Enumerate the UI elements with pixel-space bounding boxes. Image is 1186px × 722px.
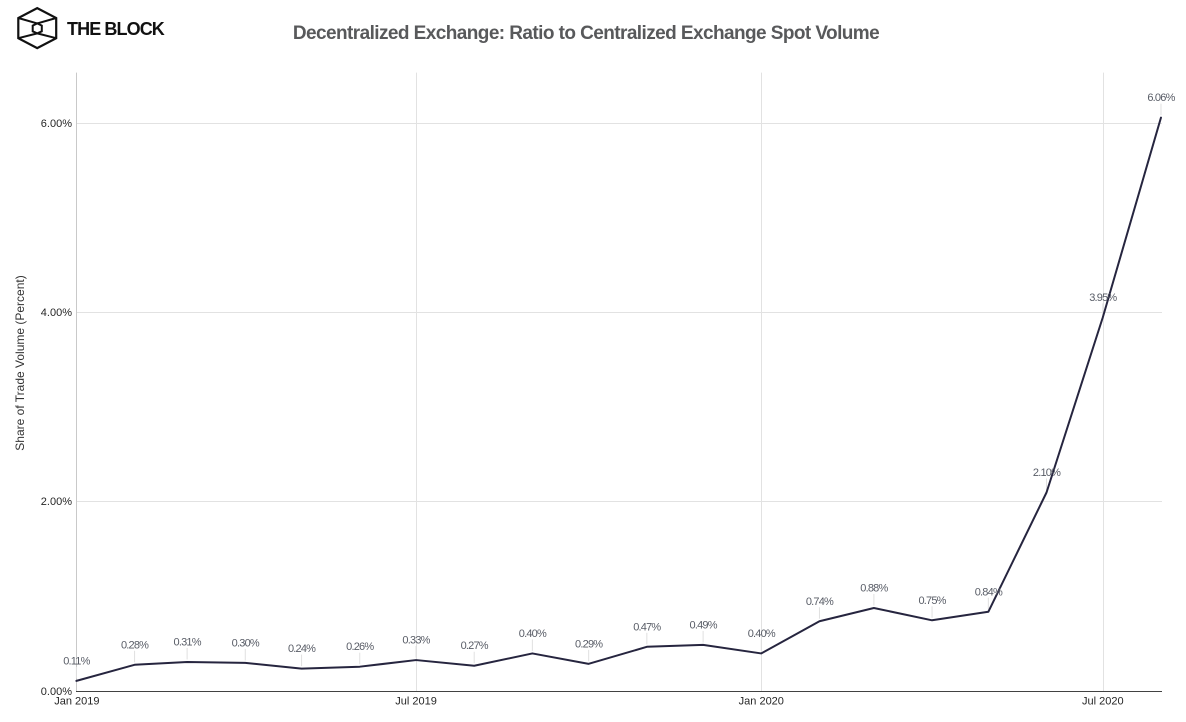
svg-text:0.75%: 0.75% xyxy=(918,595,946,607)
svg-text:Jul 2019: Jul 2019 xyxy=(395,696,437,708)
svg-text:0.28%: 0.28% xyxy=(121,639,149,651)
svg-text:2.00%: 2.00% xyxy=(41,496,72,508)
svg-text:Jul 2020: Jul 2020 xyxy=(1082,696,1124,708)
svg-text:0.31%: 0.31% xyxy=(174,636,202,648)
svg-text:0.40%: 0.40% xyxy=(519,628,547,640)
svg-text:0.00%: 0.00% xyxy=(41,686,72,698)
svg-text:0.27%: 0.27% xyxy=(461,640,489,652)
svg-text:0.11%: 0.11% xyxy=(63,655,90,667)
svg-text:Share of Trade Volume (Percent: Share of Trade Volume (Percent) xyxy=(13,275,27,450)
svg-text:0.49%: 0.49% xyxy=(690,619,718,631)
svg-text:2.10%: 2.10% xyxy=(1033,467,1061,479)
svg-text:0.24%: 0.24% xyxy=(288,643,316,655)
svg-text:6.06%: 6.06% xyxy=(1147,92,1175,104)
svg-text:0.88%: 0.88% xyxy=(860,582,888,594)
svg-text:0.74%: 0.74% xyxy=(806,596,834,608)
svg-text:0.40%: 0.40% xyxy=(748,628,776,640)
svg-text:0.29%: 0.29% xyxy=(575,638,603,650)
svg-text:Jan 2019: Jan 2019 xyxy=(54,696,99,708)
svg-text:6.00%: 6.00% xyxy=(41,118,72,130)
svg-text:0.30%: 0.30% xyxy=(232,637,260,649)
svg-text:4.00%: 4.00% xyxy=(41,307,72,319)
svg-text:Jan 2020: Jan 2020 xyxy=(739,696,784,708)
svg-text:0.47%: 0.47% xyxy=(633,621,661,633)
svg-text:0.26%: 0.26% xyxy=(346,641,374,653)
svg-text:0.33%: 0.33% xyxy=(402,635,430,647)
svg-text:3.95%: 3.95% xyxy=(1089,292,1117,304)
svg-text:0.84%: 0.84% xyxy=(975,586,1003,598)
